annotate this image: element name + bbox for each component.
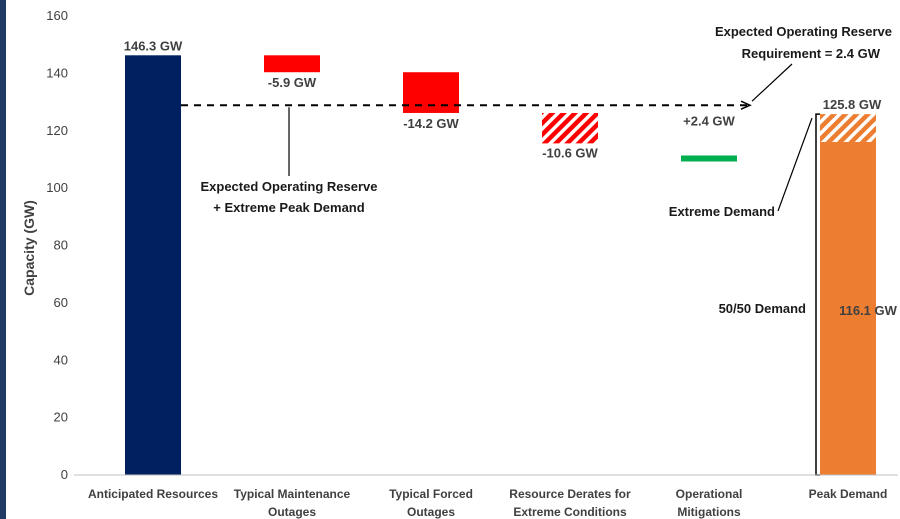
bar — [403, 72, 459, 113]
y-tick-label: 160 — [46, 8, 68, 23]
category-label: Peak Demand — [809, 487, 888, 501]
y-tick-label: 120 — [46, 123, 68, 138]
bar — [820, 141, 876, 476]
bar-labels: 146.3 GW -5.9 GW -14.2 GW -10.6 GW +2.4 GW 11… — [124, 38, 898, 318]
category-labels: Anticipated Resources Typical Maintenance… — [88, 487, 887, 519]
category-label: Resource Derates for — [509, 487, 631, 501]
bar-value-label: 116.1 GW — [839, 303, 898, 318]
category-label: Operational — [676, 487, 743, 501]
category-label: Extreme Conditions — [513, 505, 627, 519]
annotations: Expected Operating Reserve Requirement = … — [200, 24, 892, 476]
bar-value-label: -10.6 GW — [542, 145, 598, 160]
waterfall-chart: Capacity (GW) 0 20 40 60 80 100 120 140 160 146.… — [21, 8, 898, 519]
bar — [125, 55, 181, 475]
bar — [681, 155, 737, 162]
annotation-leader-line — [777, 117, 813, 212]
category-label: Mitigations — [677, 505, 741, 519]
annotation-5050-demand: 50/50 Demand — [719, 301, 806, 316]
category-label: Typical Maintenance — [234, 487, 351, 501]
y-tick-label: 100 — [46, 180, 68, 195]
bar-value-label: -14.2 GW — [403, 116, 459, 131]
annotation-reserve-requirement-line2: Requirement = 2.4 GW — [742, 46, 881, 61]
y-tick-label: 140 — [46, 65, 68, 80]
bars — [125, 55, 876, 476]
y-axis-label: Capacity (GW) — [21, 200, 37, 296]
bar-value-label: 146.3 GW — [124, 38, 183, 53]
bar — [542, 112, 598, 144]
reference-line-arrowhead — [740, 100, 752, 110]
annotation-reserve-plus-demand: Expected Operating Reserve — [200, 179, 377, 194]
y-tick-label: 40 — [54, 352, 68, 367]
annotation-reserve-requirement: Expected Operating Reserve — [715, 24, 892, 39]
reference-line-group — [181, 100, 752, 110]
y-tick-label: 20 — [54, 410, 68, 425]
bracket — [815, 113, 820, 476]
y-tick-label: 60 — [54, 295, 68, 310]
annotation-reserve-plus-demand-line2: + Extreme Peak Demand — [213, 200, 364, 215]
category-label: Outages — [407, 505, 455, 519]
bar — [820, 114, 876, 142]
bar-value-label: +2.4 GW — [683, 113, 735, 128]
category-label: Anticipated Resources — [88, 487, 218, 501]
annotation-leader-line — [751, 63, 793, 102]
y-tick-label: 0 — [61, 467, 68, 482]
y-ticks: 0 20 40 60 80 100 120 140 160 — [46, 8, 68, 482]
category-label: Typical Forced — [389, 487, 473, 501]
y-tick-label: 80 — [54, 238, 68, 253]
category-label: Outages — [268, 505, 316, 519]
bar-value-label: -5.9 GW — [268, 75, 317, 90]
bar-value-label: 125.8 GW — [823, 97, 882, 112]
bar — [264, 55, 320, 73]
annotation-extreme-demand: Extreme Demand — [669, 204, 775, 219]
